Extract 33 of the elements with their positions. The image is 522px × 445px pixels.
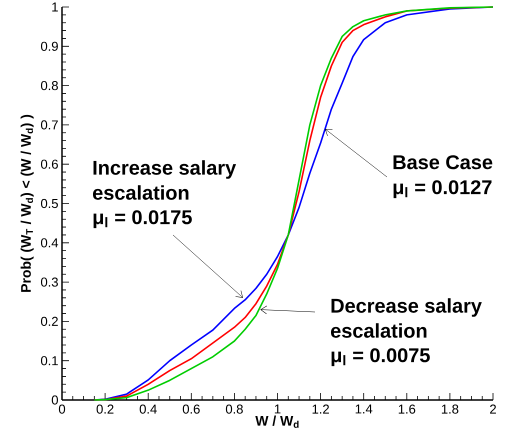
annotation: μ$_{l}$ = 0.0175: [94, 210, 192, 228]
x-tick-label: 0.6: [182, 404, 200, 414]
x-tick-label: 0.8: [226, 404, 243, 414]
y-tick-label: 1: [52, 2, 58, 12]
x-tick-label: 1.4: [356, 404, 372, 414]
annotation: Decrease salary: [332, 298, 482, 317]
x-tick-label: 1.2: [312, 404, 329, 414]
annotation: escalation: [92, 185, 188, 200]
y-tick-label: 0.6: [40, 160, 58, 169]
annotation: μ$_{l}$ = 0.0075: [332, 348, 430, 366]
y-tick-label: 0.8: [40, 81, 58, 90]
y-tick-label: 0.4: [40, 238, 58, 248]
y-tick-label: 0.1: [40, 356, 58, 366]
x-tick-label: 1.6: [398, 404, 416, 414]
y-tick-label: 0: [52, 395, 58, 405]
y-axis-title: Prob( (W$_{T}$ / W$_{d}$) < (W / W$_{d}$) ): [20, 114, 34, 292]
x-tick-label: 1.8: [442, 404, 458, 414]
x-tick-label: 2: [490, 404, 496, 414]
y-tick-label: 0.7: [40, 120, 58, 130]
y-tick-label: 0.5: [40, 198, 58, 208]
x-axis-title: W / W$_{d}$: [255, 416, 299, 428]
annotation: escalation: [330, 323, 426, 338]
y-tick-label: 0.9: [40, 42, 58, 51]
x-tick-label: 0.4: [140, 404, 157, 414]
x-tick-label: 1: [274, 404, 280, 414]
x-tick-label: 0: [58, 404, 66, 414]
line-series: [94, 6, 494, 401]
y-tick-label: 0.2: [40, 316, 58, 326]
y-tick-label: 0.3: [40, 278, 58, 287]
annotation: Base Case: [394, 155, 492, 170]
annotation: μ$_{l}$ = 0.0127: [394, 180, 492, 198]
x-tick-label: 0.2: [96, 404, 114, 414]
annotation: Increase salary: [94, 160, 236, 179]
